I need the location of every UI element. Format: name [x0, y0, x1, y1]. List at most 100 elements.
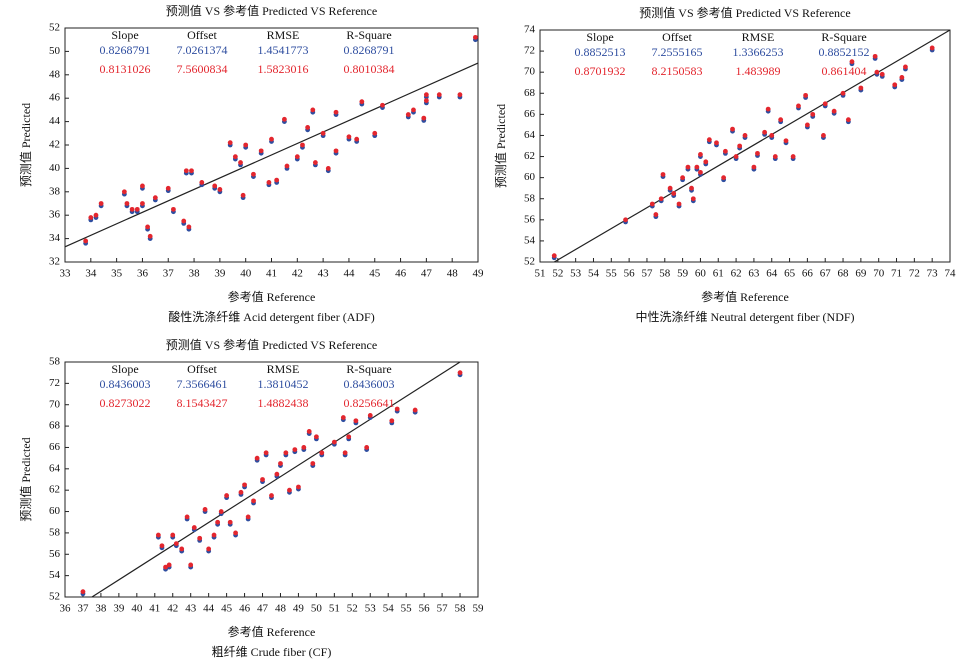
- stats-header: RMSE: [267, 362, 300, 376]
- y-tick-label: 48: [49, 68, 61, 80]
- x-tick-label: 35: [111, 268, 123, 280]
- data-point: [238, 489, 244, 495]
- x-tick-label: 62: [731, 268, 742, 280]
- y-tick-label: 38: [49, 185, 61, 197]
- data-point: [251, 498, 256, 504]
- x-tick-label: 51: [535, 268, 546, 280]
- x-tick-label: 70: [873, 268, 885, 280]
- y-tick-label: 60: [49, 505, 61, 517]
- x-tick-label: 40: [240, 268, 252, 280]
- data-point: [755, 150, 760, 156]
- data-point: [325, 166, 331, 171]
- data-point: [310, 107, 316, 113]
- data-point: [653, 212, 659, 217]
- data-point: [306, 429, 312, 434]
- data-point: [294, 154, 300, 160]
- data-point: [849, 59, 855, 65]
- x-tick-label: 72: [909, 268, 920, 280]
- data-point: [551, 253, 557, 259]
- stats-value: 0.8852513: [575, 45, 626, 59]
- data-point: [423, 92, 429, 98]
- data-point: [274, 177, 280, 183]
- data-point: [660, 172, 666, 177]
- data-point: [831, 108, 837, 114]
- x-tick-label: 49: [473, 268, 485, 280]
- data-point: [389, 418, 395, 424]
- x-tick-label: 55: [606, 268, 618, 280]
- y-tick-label: 68: [524, 87, 536, 99]
- x-tick-label: 33: [60, 268, 72, 280]
- x-tick-label: 63: [748, 268, 760, 280]
- x-tick-label: 59: [473, 603, 485, 615]
- y-tick-label: 74: [524, 24, 536, 36]
- data-point: [810, 111, 816, 117]
- data-point: [436, 92, 442, 98]
- x-tick-label: 49: [293, 603, 305, 615]
- y-tick-label: 32: [49, 256, 60, 268]
- data-point: [649, 201, 655, 207]
- data-point: [822, 101, 828, 107]
- data-point: [751, 164, 757, 170]
- data-point: [283, 450, 289, 456]
- data-point: [243, 142, 249, 148]
- data-point: [211, 532, 217, 538]
- data-point: [121, 189, 127, 195]
- data-point: [312, 160, 318, 165]
- data-point: [163, 564, 168, 570]
- stats-value: 0.8010384: [344, 62, 395, 76]
- stats-value: 0.8852152: [819, 45, 870, 59]
- data-point: [796, 103, 801, 109]
- data-point: [129, 206, 135, 212]
- data-point: [804, 122, 810, 128]
- data-point: [903, 64, 908, 70]
- data-point: [159, 543, 165, 549]
- y-tick-label: 62: [524, 150, 535, 162]
- x-tick-label: 74: [945, 268, 957, 280]
- data-point: [457, 370, 463, 376]
- data-point: [380, 102, 385, 108]
- stats-value: 7.2555165: [652, 45, 703, 59]
- data-point: [212, 183, 218, 189]
- data-point: [240, 192, 246, 198]
- data-point: [310, 461, 316, 466]
- data-point: [457, 92, 463, 98]
- x-tick-label: 36: [137, 268, 149, 280]
- caption: 酸性洗涤纤维 Acid detergent fiber (ADF): [168, 309, 374, 324]
- data-point: [320, 130, 326, 136]
- y-axis-label: 预测值 Predicted: [493, 104, 508, 188]
- y-tick-label: 66: [49, 441, 61, 453]
- x-tick-label: 39: [214, 268, 226, 280]
- stats-header: RMSE: [742, 30, 775, 44]
- y-axis-label: 预测值 Predicted: [18, 437, 33, 521]
- data-point: [671, 191, 677, 196]
- x-tick-label: 59: [677, 268, 689, 280]
- data-point: [179, 546, 185, 552]
- y-tick-label: 70: [49, 398, 61, 410]
- stats-value: 8.2150583: [652, 64, 703, 78]
- data-point: [206, 546, 212, 552]
- stats-value: 1.5823016: [258, 62, 309, 76]
- stats-header: Slope: [586, 30, 613, 44]
- stats-header: Slope: [111, 28, 138, 42]
- stats-value: 0.8268791: [344, 43, 395, 57]
- stats-value: 1.3810452: [258, 377, 309, 391]
- fit-line: [553, 29, 951, 263]
- data-point: [405, 112, 411, 117]
- x-tick-label: 61: [713, 268, 724, 280]
- x-tick-label: 39: [113, 603, 125, 615]
- data-point: [232, 154, 238, 160]
- data-point: [199, 180, 205, 185]
- data-point: [783, 138, 789, 144]
- x-tick-label: 37: [163, 268, 175, 280]
- data-point: [412, 407, 418, 413]
- x-tick-label: 53: [365, 603, 377, 615]
- x-tick-label: 54: [588, 268, 600, 280]
- data-point: [218, 509, 224, 514]
- x-tick-label: 50: [311, 603, 323, 615]
- data-point: [296, 484, 301, 490]
- x-tick-label: 56: [624, 268, 636, 280]
- x-tick-label: 38: [95, 603, 107, 615]
- y-tick-label: 52: [49, 22, 60, 34]
- data-point: [879, 71, 885, 77]
- stats-value: 0.8436003: [344, 377, 395, 391]
